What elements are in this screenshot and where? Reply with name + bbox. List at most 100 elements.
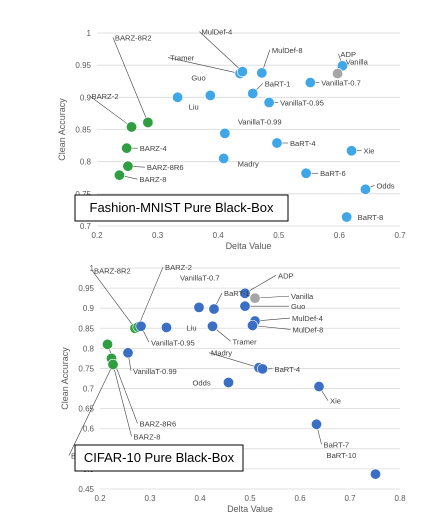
chart1-data-point xyxy=(304,77,316,89)
chart2-x-axis-title: Delta Value xyxy=(227,504,273,514)
chart1-y-tick-label: 0.85 xyxy=(75,126,91,135)
chart1-data-point xyxy=(271,137,283,149)
chart1-point-label: VanillaT-0.95 xyxy=(280,98,324,107)
chart1-y-tick-label: 1 xyxy=(87,29,92,38)
chart2-y-tick-label: 0.6 xyxy=(83,425,95,434)
chart1-data-point xyxy=(219,127,231,139)
chart1-data-point xyxy=(332,68,344,80)
chart2-y-axis-title: Clean Accuracy xyxy=(60,347,70,410)
chart1-y-tick-label: 0.7 xyxy=(80,222,92,231)
chart2-point-label: VanillaT-0.7 xyxy=(180,273,220,282)
chart1-group: 0.7 0.75 0.8 0.85 0.9 0.95 1 0.2 0.3 0.4 0.5 0.6 0.7… xyxy=(57,28,406,251)
chart2-leader-line xyxy=(208,352,260,368)
chart1-point-label: BaRT-6 xyxy=(320,169,346,178)
chart2-data-point xyxy=(207,320,219,332)
chart2-point-label: Xie xyxy=(330,397,341,406)
chart2-leader-line xyxy=(111,358,132,437)
chart2-point-label: Madry xyxy=(211,349,232,358)
chart2-y-tick-label: 0.75 xyxy=(78,364,94,373)
chart2-point-label: BaRT-7 xyxy=(324,440,350,449)
chart1-point-label: Madry xyxy=(238,159,259,168)
chart2-leader-line xyxy=(244,275,277,294)
chart1-point-label: BARZ-2 xyxy=(92,92,119,101)
chart1-y-tick-label: 0.9 xyxy=(80,93,92,102)
chart1-data-point xyxy=(341,211,353,223)
chart1-data-point xyxy=(204,89,216,101)
chart1-point-label: BaRT-8 xyxy=(358,213,384,222)
chart2-point-label: BaRT-10 xyxy=(327,451,357,460)
chart1-x-tick-label: 0.4 xyxy=(213,231,225,240)
chart1-x-tick-label: 0.6 xyxy=(334,231,346,240)
chart1-point-label: BARZ-4 xyxy=(140,144,167,153)
chart2-data-point xyxy=(310,418,322,430)
chart1-point-label: MulDef-8 xyxy=(272,46,303,55)
chart1-x-tick-label: 0.7 xyxy=(394,231,406,240)
chart1-y-tick-label: 0.95 xyxy=(75,61,91,70)
chart2-x-tick-label: 0.6 xyxy=(294,494,306,503)
chart2-point-label: BARZ-8 xyxy=(134,432,161,441)
chart2-point-label: Odds xyxy=(193,379,211,388)
chart2-leader-line xyxy=(91,270,136,329)
chart1-point-label: Tramer xyxy=(170,54,195,63)
chart2-point-label: ADP xyxy=(278,271,294,280)
chart2-leader-line xyxy=(254,295,290,299)
chart1-data-point xyxy=(247,87,259,99)
chart2-point-label: Tramer xyxy=(233,337,258,346)
chart1-point-label: Guo xyxy=(191,73,205,82)
chart2-y-tick-label: 1 xyxy=(90,264,95,273)
chart2-data-point xyxy=(107,358,119,370)
chart1-point-label: ADP xyxy=(340,50,356,59)
chart2-point-label: Guo xyxy=(291,302,305,311)
chart1-point-label: VanillaT-0.7 xyxy=(321,79,361,88)
chart1-point-label: VanillaT-0.99 xyxy=(238,117,282,126)
chart2-x-tick-label: 0.8 xyxy=(394,494,406,503)
chart2-x-tick-label: 0.7 xyxy=(344,494,356,503)
chart2-data-point xyxy=(223,377,235,389)
chart2-data-point xyxy=(256,363,268,375)
chart1-point-label: Vanilla xyxy=(346,58,369,67)
chart2-data-point xyxy=(239,287,251,299)
chart1-title: Fashion-MNIST Pure Black-Box xyxy=(90,200,274,215)
chart2-y-tick-label: 0.7 xyxy=(83,385,95,394)
chart2-data-point xyxy=(135,320,147,332)
chart2-leader-line xyxy=(254,317,291,322)
chart1-leader-line xyxy=(112,37,149,123)
chart1-x-tick-label: 0.5 xyxy=(273,231,285,240)
chart2-point-label: Vanilla xyxy=(291,292,314,301)
chart1-point-label: Odds xyxy=(376,181,394,190)
chart2-data-point xyxy=(193,301,205,313)
chart2-data-point xyxy=(369,468,381,480)
chart1-data-point xyxy=(126,121,138,133)
chart1-data-point xyxy=(142,116,154,128)
chart2-leader-line xyxy=(137,266,164,328)
chart1-point-label: BARZ-8R2 xyxy=(115,33,152,42)
chart1-leader-line xyxy=(199,31,243,72)
chart2-point-label: MulDef-4 xyxy=(292,314,323,323)
chart1-title-box xyxy=(74,194,289,222)
chart2-point-label: MulDef-8 xyxy=(293,325,324,334)
chart1-y-axis-title: Clean Accuracy xyxy=(57,98,67,161)
chart2-data-point xyxy=(239,300,251,312)
chart2-y-tick-label: 0.85 xyxy=(78,324,94,333)
chart1-y-tick-label: 0.8 xyxy=(80,158,92,167)
chart2-data-point xyxy=(247,319,259,331)
chart2-y-tick-label: 0.65 xyxy=(78,405,94,414)
chart2-x-tick-label: 0.5 xyxy=(244,494,256,503)
chart1-data-point xyxy=(172,91,184,103)
chart1-leader-line xyxy=(89,95,132,128)
chart2-y-tick-label: 0.8 xyxy=(83,344,95,353)
chart1-data-point xyxy=(263,96,275,108)
chart2-data-point xyxy=(208,303,220,315)
chart2-x-tick-label: 0.3 xyxy=(144,494,156,503)
chart1-data-point xyxy=(113,169,125,181)
chart1-data-point xyxy=(122,160,134,172)
chart2-title-box xyxy=(74,444,244,472)
chart2-point-label: BaRT-1 xyxy=(224,289,250,298)
chart1-x-tick-label: 0.3 xyxy=(152,231,164,240)
chart2-y-tick-label: 0.95 xyxy=(78,284,94,293)
chart2-title: CIFAR-10 Pure Black-Box xyxy=(84,450,235,465)
chart1-x-tick-label: 0.2 xyxy=(91,231,103,240)
chart2-point-label: BARZ-8R2 xyxy=(94,266,131,275)
chart1-x-axis-title: Delta Value xyxy=(226,241,272,251)
